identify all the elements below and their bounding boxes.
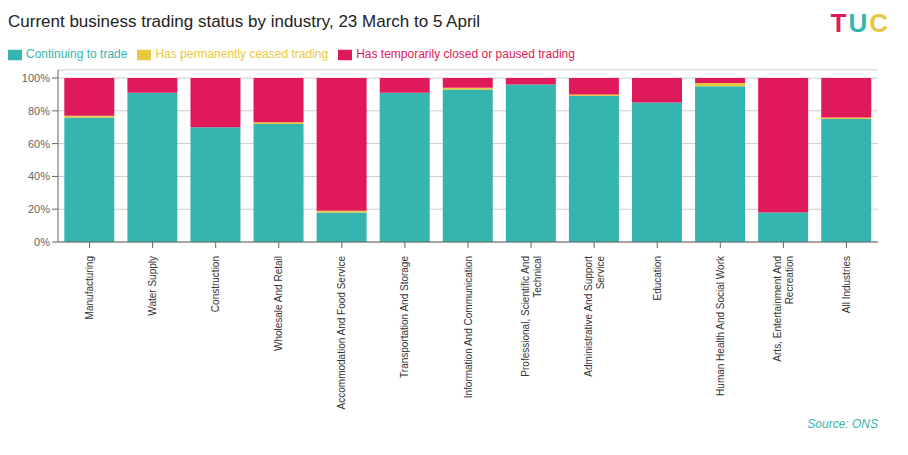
svg-text:80%: 80% [28, 105, 50, 117]
svg-text:Construction: Construction [210, 256, 221, 312]
svg-text:Education: Education [652, 256, 663, 300]
html-text:Source: ONS: Source: ONS [807, 417, 878, 431]
svg-text:Transportation And Storage: Transportation And Storage [399, 256, 410, 378]
svg-text:Information And Communication: Information And Communication [463, 256, 474, 398]
svg-text:Professional, Scientific AndTe: Professional, Scientific AndTechnical [520, 256, 543, 377]
svg-text:20%: 20% [28, 203, 50, 215]
svg-text:Human Health And Social Work: Human Health And Social Work [715, 255, 726, 396]
html-text:Has permanently ceased trading: Has permanently ceased trading [155, 47, 329, 61]
html-text:Current business trading statu: Current business trading status by indus… [8, 12, 481, 31]
svg-text:Water Supply: Water Supply [147, 256, 158, 316]
svg-text:0%: 0% [34, 236, 50, 248]
svg-text:60%: 60% [28, 138, 50, 150]
html-text:T U C: T U C [830, 8, 888, 38]
html-text:Has temporarily closed or paus: Has temporarily closed or paused trading [356, 47, 575, 61]
svg-text:Wholesale And Retail: Wholesale And Retail [273, 256, 284, 351]
svg-text:40%: 40% [28, 170, 50, 182]
svg-text:Manufacturing: Manufacturing [84, 256, 95, 319]
svg-text:Accommodation And Food Service: Accommodation And Food Service [336, 256, 347, 410]
html-text:Continuing to trade: Continuing to trade [26, 47, 128, 61]
svg-text:Administrative And SupportServ: Administrative And SupportService [583, 256, 606, 377]
svg-text:100%: 100% [22, 72, 50, 84]
svg-text:All Industries: All Industries [841, 256, 852, 313]
svg-text:Arts, Entertainment AndRecreat: Arts, Entertainment AndRecreation [772, 256, 795, 362]
